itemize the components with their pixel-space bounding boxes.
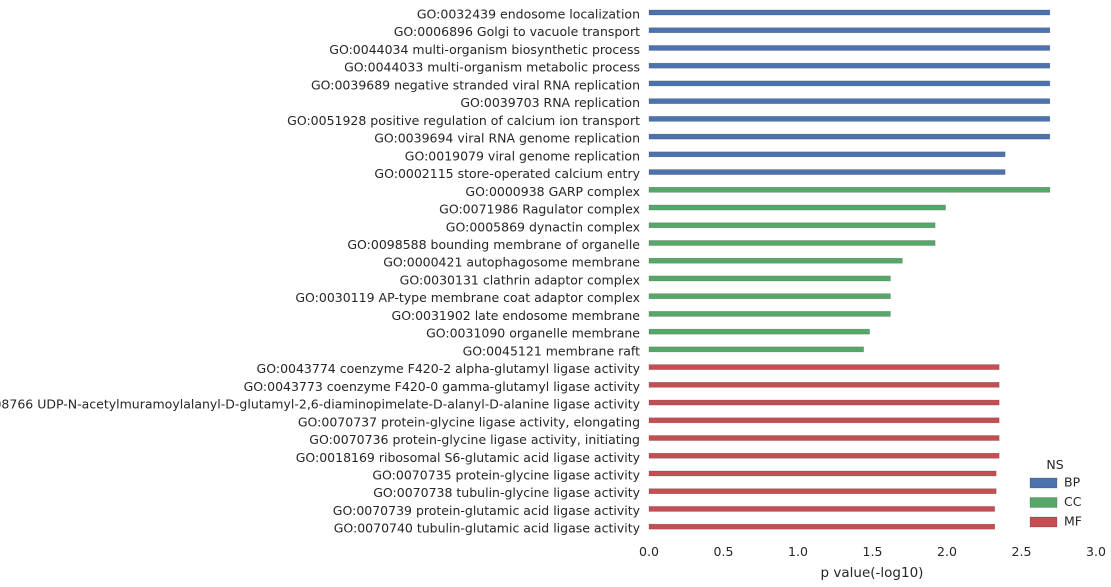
category-label: GO:0070738 tubulin-glycine ligase activi… (373, 485, 640, 500)
x-tick-label: 3.0 (1086, 544, 1106, 559)
category-labels-group: GO:0032439 endosome localization GO:00068… (0, 7, 641, 536)
category-label: GO:0005869 dynactin complex (446, 219, 640, 234)
legend-swatch (1029, 516, 1058, 528)
bar (648, 311, 891, 317)
bar (648, 98, 1051, 104)
x-tick-label: 2.5 (1012, 544, 1032, 559)
category-label: GO:0002115 store-operated calcium entry (374, 166, 640, 181)
category-label: GO:0043774 coenzyme F420-2 alpha-glutamy… (257, 361, 641, 376)
bar (648, 133, 1051, 140)
category-label: GO:0070739 protein-glutamic acid ligase … (333, 503, 641, 518)
category-label: GO:0039694 viral RNA genome replication (374, 131, 640, 146)
bar (648, 257, 903, 264)
bar (648, 364, 1000, 370)
bar (648, 151, 1006, 158)
category-label: GO:0070737 protein-glycine ligase activi… (298, 414, 640, 429)
x-axis-label: p value(-log10) (821, 565, 924, 581)
bar (648, 222, 936, 229)
legend-label: CC (1064, 494, 1082, 509)
bar (648, 80, 1051, 87)
category-label: GO:0018169 ribosomal S6-glutamic acid li… (296, 450, 641, 465)
bar (648, 399, 1000, 406)
legend-title: NS (1046, 457, 1063, 472)
x-tick-label: 1.5 (863, 544, 883, 559)
bar (648, 275, 891, 282)
bar (648, 328, 870, 335)
bar (648, 62, 1051, 69)
bar (648, 452, 1000, 459)
bars-group (648, 9, 1051, 530)
bar (648, 506, 995, 512)
category-label: GO:0000421 autophagosome membrane (383, 255, 640, 270)
bar (648, 382, 1000, 388)
bar (648, 488, 997, 495)
category-label: GO:0045121 membrane raft (463, 343, 641, 358)
x-tick-label: 1.0 (788, 544, 808, 559)
x-tick-label: 2.0 (937, 544, 957, 559)
bar (648, 470, 997, 477)
category-label: GO:0008766 UDP-N-acetylmuramoylalanyl-D-… (0, 397, 641, 412)
bar (648, 240, 936, 246)
category-label: GO:0070736 protein-glycine ligase activi… (309, 432, 640, 447)
category-label: GO:0044034 multi-organism biosynthetic p… (329, 42, 640, 57)
category-label: GO:0070735 protein-glycine ligase activi… (372, 467, 640, 482)
category-label: GO:0019079 viral genome replication (405, 148, 640, 163)
category-label: GO:0031090 organelle membrane (426, 326, 640, 341)
category-label: GO:0051928 positive regulation of calciu… (287, 113, 640, 128)
bar (648, 187, 1051, 193)
category-label: GO:0032439 endosome localization (417, 7, 640, 22)
x-axis-ticks-group: 0.0 0.5 1.0 1.5 2.0 2.5 3.0 (639, 544, 1106, 559)
x-tick-label: 0.5 (714, 544, 734, 559)
category-label: GO:0030119 AP-type membrane coat adaptor… (295, 290, 640, 305)
category-label: GO:0039703 RNA replication (460, 95, 640, 110)
category-label: GO:0043773 coenzyme F420-0 gamma-glutamy… (244, 379, 641, 394)
bar (648, 417, 1000, 424)
bar (648, 523, 995, 530)
legend-swatch (1029, 497, 1058, 508)
category-label: GO:0044033 multi-organism metabolic proc… (344, 60, 640, 75)
bar (648, 435, 1000, 441)
bar (648, 27, 1051, 34)
legend-label: MF (1064, 514, 1082, 529)
category-label: GO:0071986 Ragulator complex (439, 202, 640, 217)
legend: NS BP CC MF (1029, 457, 1082, 529)
category-label: GO:0030131 clathrin adaptor complex (400, 272, 640, 287)
bar (648, 9, 1051, 16)
category-label: GO:0098588 bounding membrane of organell… (347, 237, 640, 252)
category-label: GO:0000938 GARP complex (465, 184, 640, 199)
legend-label: BP (1064, 475, 1081, 490)
x-tick-label: 0.0 (639, 544, 659, 559)
category-label: GO:0006896 Golgi to vacuole transport (394, 24, 640, 39)
bar (648, 204, 946, 211)
legend-swatch (1029, 477, 1058, 489)
bar (648, 169, 1006, 175)
category-label: GO:0070740 tubulin-glutamic acid ligase … (334, 521, 641, 536)
bar (648, 45, 1051, 51)
category-label: GO:0039689 negative stranded viral RNA r… (311, 77, 640, 92)
category-label: GO:0031902 late endosome membrane (392, 308, 641, 323)
bar (648, 346, 864, 353)
bar (648, 293, 891, 299)
bar (648, 116, 1051, 122)
